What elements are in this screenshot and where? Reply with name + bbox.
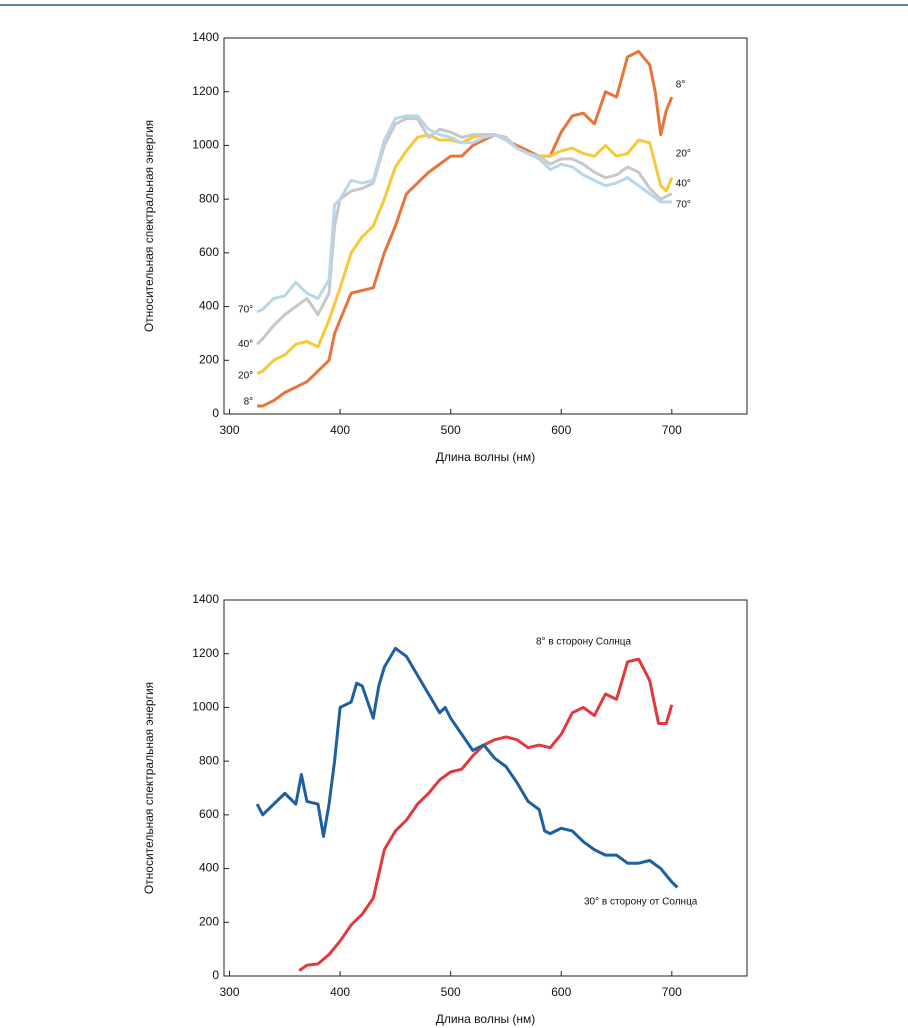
y-tick-label: 0 [212, 968, 219, 982]
series-label: 20° [676, 148, 691, 159]
series-label: 40° [676, 178, 691, 189]
y-axis-label: Относительная спектральная энергия [142, 682, 156, 894]
y-axis-label: Относительная спектральная энергия [142, 120, 156, 332]
series-label: 40° [238, 339, 253, 350]
x-axis-label: Длина волны (нм) [436, 450, 536, 464]
x-tick-label: 700 [662, 985, 682, 999]
y-tick-label: 1000 [192, 700, 219, 714]
x-tick-label: 400 [330, 985, 350, 999]
series-label: 30° в сторону от Солнца [584, 897, 698, 908]
x-tick-label: 600 [551, 423, 571, 437]
y-tick-label: 200 [199, 914, 219, 928]
y-tick-label: 800 [199, 753, 219, 767]
series-line [298, 657, 674, 972]
series-label: 8° в сторону Солнца [536, 637, 632, 648]
x-tick-label: 500 [441, 423, 461, 437]
y-tick-label: 400 [199, 861, 219, 875]
series-label: 8° [244, 397, 254, 408]
y-tick-label: 1200 [192, 84, 219, 98]
y-tick-label: 600 [199, 807, 219, 821]
x-tick-label: 400 [330, 423, 350, 437]
y-tick-label: 400 [199, 299, 219, 313]
series-label: 8° [676, 80, 686, 91]
series-label: 70° [238, 305, 253, 316]
x-tick-label: 300 [220, 423, 240, 437]
y-tick-label: 1400 [192, 592, 219, 606]
series-line [255, 646, 679, 889]
series-label: 20° [238, 370, 253, 381]
series-line [256, 114, 672, 314]
y-tick-label: 1400 [192, 30, 219, 44]
x-tick-label: 500 [441, 985, 461, 999]
x-tick-label: 700 [662, 423, 682, 437]
series-label: 70° [676, 199, 691, 210]
y-tick-label: 800 [199, 191, 219, 205]
x-tick-label: 600 [551, 985, 571, 999]
x-axis-label: Длина волны (нм) [436, 1012, 536, 1026]
series-line [257, 49, 674, 408]
x-tick-label: 300 [220, 985, 240, 999]
series-line [256, 117, 673, 346]
y-tick-label: 0 [212, 406, 219, 420]
series-line [256, 133, 674, 376]
y-tick-label: 1000 [192, 138, 219, 152]
plot-frame [223, 599, 748, 977]
y-tick-label: 1200 [192, 646, 219, 660]
y-tick-label: 200 [199, 352, 219, 366]
plot-frame [223, 37, 748, 415]
y-tick-label: 600 [199, 245, 219, 259]
